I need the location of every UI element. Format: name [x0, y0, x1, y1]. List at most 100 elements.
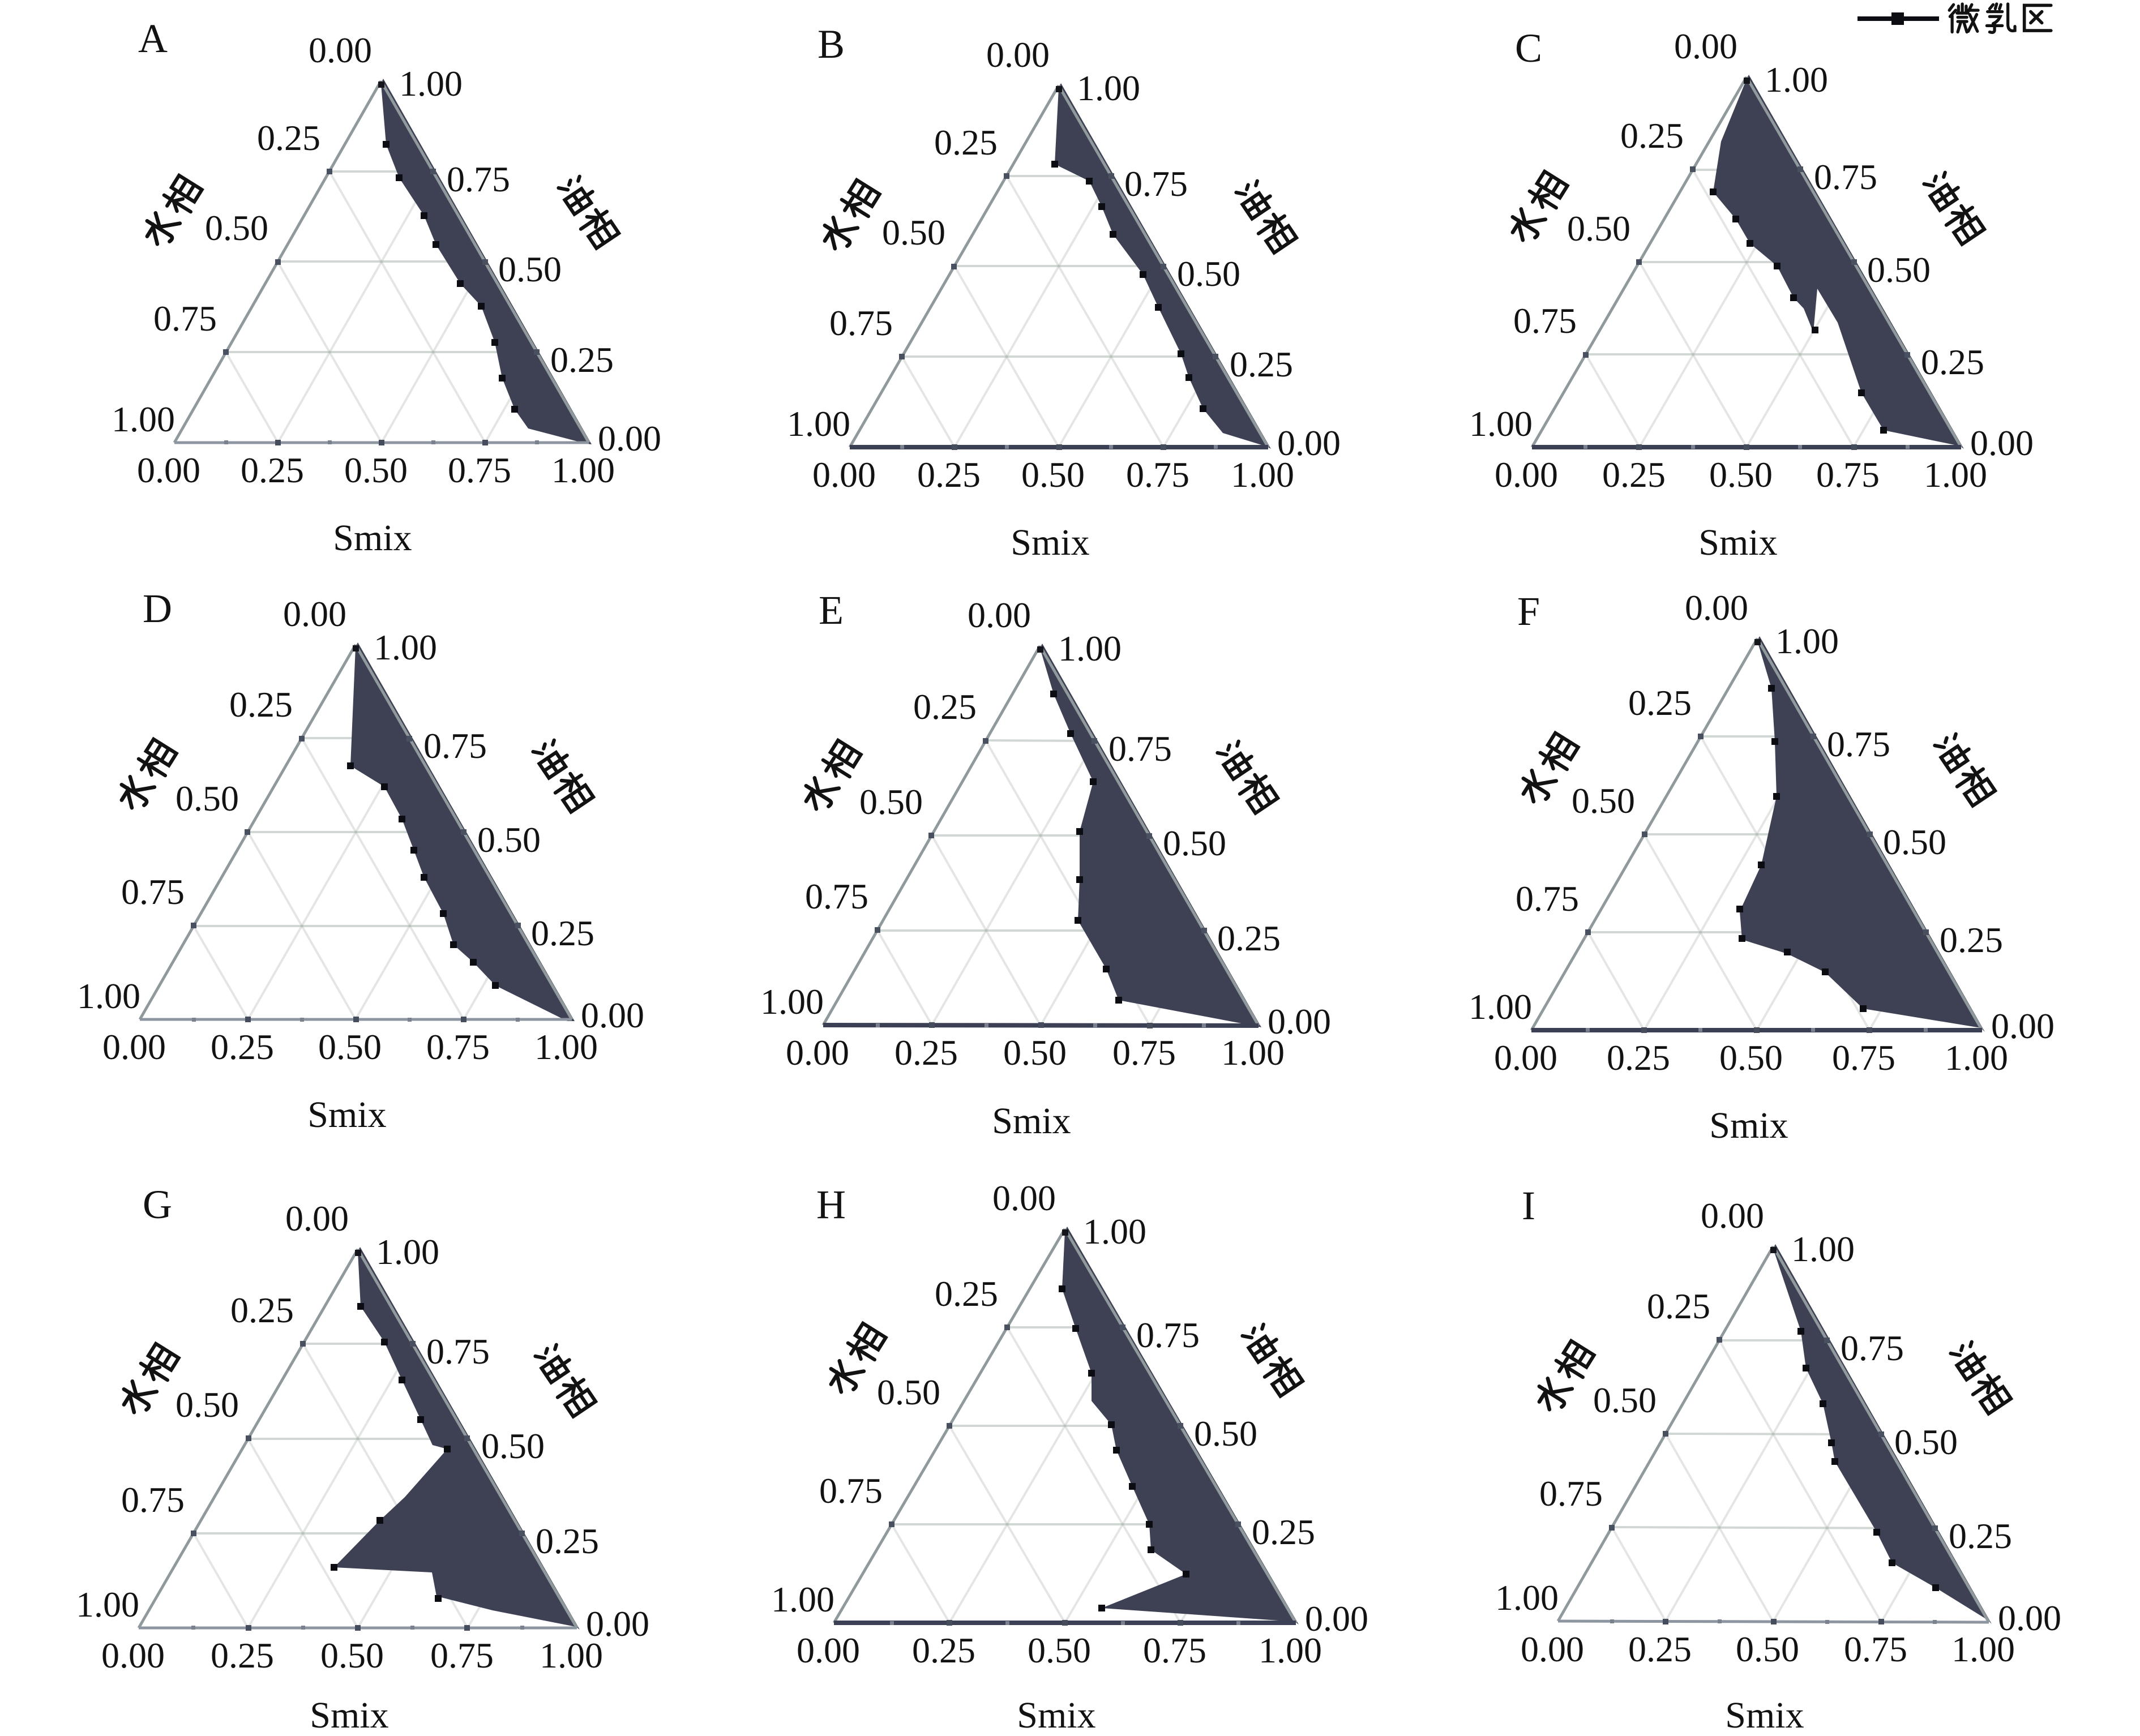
svg-text:0.75: 0.75	[1816, 455, 1880, 495]
svg-text:0.25: 0.25	[229, 684, 293, 725]
svg-text:Smix: Smix	[1017, 1695, 1095, 1733]
svg-text:0.00: 0.00	[1305, 1598, 1368, 1639]
svg-text:0.00: 0.00	[1268, 1001, 1331, 1041]
svg-text:0.00: 0.00	[1521, 1629, 1584, 1669]
svg-text:0.25: 0.25	[211, 1027, 274, 1067]
svg-text:0.75: 0.75	[1124, 164, 1188, 204]
svg-text:0.75: 0.75	[1112, 1032, 1176, 1073]
svg-text:1.00: 1.00	[1951, 1629, 2015, 1669]
svg-text:0.25: 0.25	[531, 913, 594, 953]
svg-text:0.25: 0.25	[917, 455, 981, 495]
svg-text:0.00: 0.00	[581, 995, 644, 1035]
svg-text:1.00: 1.00	[1231, 455, 1294, 495]
svg-text:0.25: 0.25	[1230, 344, 1293, 384]
svg-text:Smix: Smix	[1011, 522, 1089, 563]
svg-text:Smix: Smix	[1698, 522, 1777, 563]
svg-text:0.00: 0.00	[586, 1604, 649, 1644]
svg-text:G: G	[143, 1182, 172, 1227]
svg-text:H: H	[816, 1182, 846, 1227]
svg-text:0.75: 0.75	[1143, 1630, 1206, 1670]
svg-text:Smix: Smix	[1725, 1695, 1804, 1733]
svg-text:0.25: 0.25	[1602, 455, 1666, 495]
svg-text:0.00: 0.00	[1277, 423, 1341, 463]
svg-text:D: D	[143, 586, 172, 631]
svg-text:0.50: 0.50	[1883, 822, 1946, 862]
svg-text:0.75: 0.75	[1108, 728, 1172, 769]
svg-text:0.50: 0.50	[176, 778, 239, 818]
svg-text:0.50: 0.50	[882, 212, 945, 252]
svg-text:C: C	[1515, 25, 1542, 71]
svg-text:0.50: 0.50	[1894, 1422, 1958, 1462]
svg-text:0.75: 0.75	[426, 1331, 490, 1371]
svg-text:0.50: 0.50	[320, 1635, 384, 1675]
svg-text:1.00: 1.00	[77, 976, 140, 1016]
svg-text:1.00: 1.00	[1765, 59, 1828, 100]
svg-text:0.00: 0.00	[986, 35, 1050, 75]
svg-text:0.00: 0.00	[992, 1178, 1056, 1218]
svg-text:0.25: 0.25	[241, 450, 304, 490]
svg-text:0.50: 0.50	[1177, 254, 1240, 294]
svg-text:1.00: 1.00	[1469, 404, 1533, 444]
svg-text:0.75: 0.75	[423, 726, 487, 766]
svg-text:0.75: 0.75	[1844, 1629, 1907, 1669]
svg-text:0.00: 0.00	[812, 455, 876, 495]
svg-text:1.00: 1.00	[1775, 621, 1839, 661]
svg-text:0.00: 0.00	[283, 594, 346, 634]
svg-text:0.75: 0.75	[1513, 301, 1577, 341]
svg-text:Smix: Smix	[307, 1094, 386, 1135]
svg-text:0.00: 0.00	[1685, 588, 1748, 628]
svg-text:1.00: 1.00	[1259, 1630, 1322, 1670]
svg-text:0.50: 0.50	[498, 249, 562, 289]
svg-text:0.25: 0.25	[934, 122, 998, 162]
svg-text:0.00: 0.00	[285, 1198, 349, 1238]
svg-text:0.75: 0.75	[153, 298, 217, 338]
svg-text:1.00: 1.00	[1221, 1032, 1285, 1073]
svg-text:0.25: 0.25	[257, 118, 320, 158]
svg-text:0.00: 0.00	[786, 1032, 849, 1073]
svg-text:1.00: 1.00	[551, 450, 615, 490]
svg-text:0.00: 0.00	[1701, 1195, 1764, 1236]
svg-text:0.50: 0.50	[481, 1426, 545, 1466]
svg-text:1.00: 1.00	[76, 1584, 139, 1624]
svg-text:0.75: 0.75	[1814, 157, 1877, 197]
svg-text:0.50: 0.50	[1719, 1038, 1783, 1078]
svg-text:0.50: 0.50	[1028, 1630, 1091, 1670]
svg-text:0.50: 0.50	[1736, 1629, 1799, 1669]
svg-text:0.25: 0.25	[211, 1635, 274, 1675]
svg-text:I: I	[1522, 1183, 1535, 1228]
svg-text:0.50: 0.50	[1867, 250, 1931, 290]
svg-text:1.00: 1.00	[540, 1635, 603, 1675]
svg-text:0.00: 0.00	[1494, 1038, 1557, 1078]
svg-text:0.25: 0.25	[913, 687, 977, 727]
svg-text:0.50: 0.50	[1003, 1032, 1067, 1073]
svg-text:0.50: 0.50	[1709, 455, 1773, 495]
svg-text:0.50: 0.50	[1593, 1380, 1657, 1420]
svg-text:0.00: 0.00	[968, 595, 1031, 635]
svg-text:1.00: 1.00	[1791, 1229, 1855, 1269]
svg-text:1.00: 1.00	[771, 1579, 834, 1619]
svg-text:0.25: 0.25	[230, 1290, 294, 1330]
svg-text:0.00: 0.00	[102, 1027, 166, 1067]
svg-text:Smix: Smix	[333, 517, 412, 559]
svg-text:0.75: 0.75	[819, 1471, 883, 1511]
svg-text:0.50: 0.50	[1572, 781, 1635, 821]
svg-text:0.75: 0.75	[447, 159, 510, 199]
svg-text:1.00: 1.00	[1058, 628, 1122, 668]
svg-text:0.75: 0.75	[1516, 878, 1579, 919]
svg-text:0.25: 0.25	[1620, 115, 1684, 156]
svg-text:1.00: 1.00	[1495, 1578, 1559, 1618]
svg-text:0.75: 0.75	[448, 450, 511, 490]
svg-text:0.75: 0.75	[426, 1027, 490, 1067]
svg-text:0.75: 0.75	[1841, 1328, 1904, 1368]
svg-text:0.00: 0.00	[1998, 1598, 2061, 1638]
svg-text:1.00: 1.00	[112, 399, 175, 439]
svg-text:1.00: 1.00	[787, 404, 850, 444]
svg-text:0.75: 0.75	[1136, 1315, 1200, 1355]
svg-text:0.00: 0.00	[1970, 423, 2034, 463]
svg-text:0.75: 0.75	[805, 876, 868, 916]
svg-text:1.00: 1.00	[760, 981, 824, 1022]
svg-text:0.00: 0.00	[797, 1630, 860, 1670]
svg-text:1.00: 1.00	[1469, 987, 1532, 1027]
svg-text:0.50: 0.50	[1163, 823, 1226, 863]
svg-text:Smix: Smix	[1709, 1105, 1788, 1146]
